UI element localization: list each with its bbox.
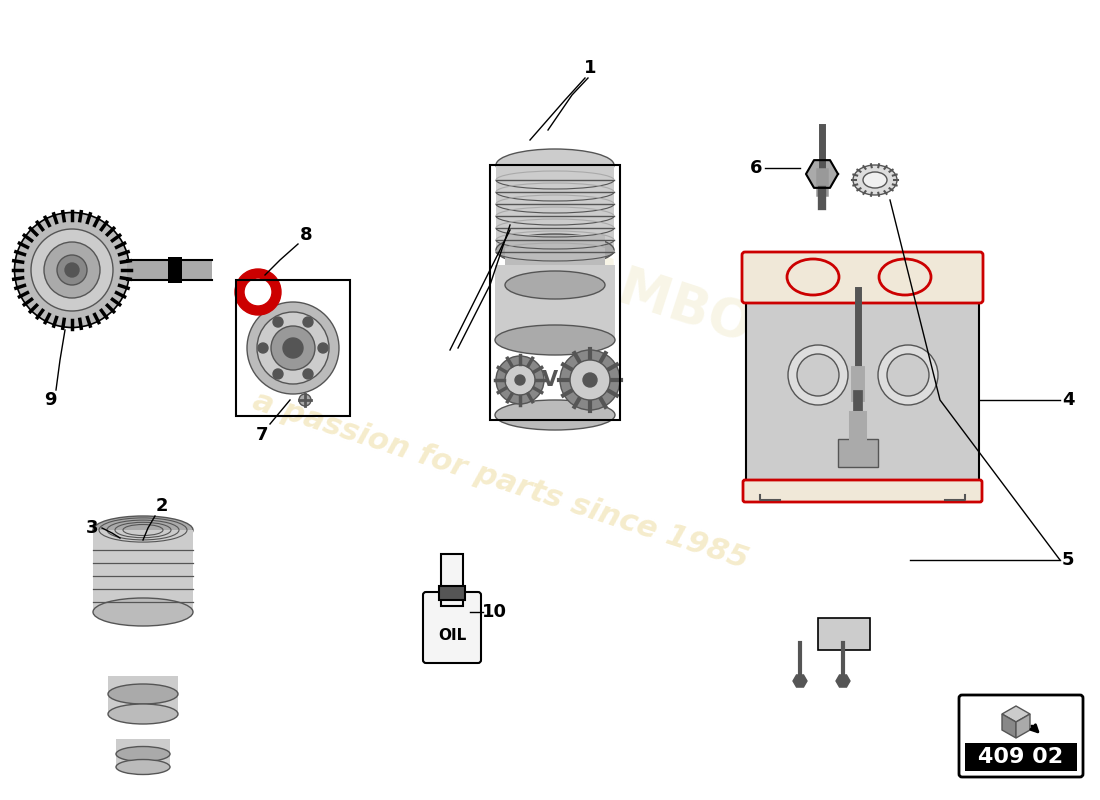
Text: 9: 9 [44,391,56,409]
Ellipse shape [257,312,329,384]
Ellipse shape [788,345,848,405]
FancyBboxPatch shape [959,695,1084,777]
Ellipse shape [505,271,605,299]
Ellipse shape [57,255,87,285]
Bar [490,165,620,420]
Ellipse shape [495,325,615,355]
Text: 10: 10 [482,603,506,621]
FancyBboxPatch shape [424,592,481,663]
Bar [126,260,212,280]
Text: 7: 7 [255,426,268,444]
Bar [236,280,350,416]
Circle shape [496,356,544,404]
Ellipse shape [108,684,178,704]
Wedge shape [235,269,280,315]
Bar [116,739,170,767]
Ellipse shape [116,759,170,774]
Circle shape [583,373,597,387]
Polygon shape [1002,706,1030,722]
FancyBboxPatch shape [742,252,983,303]
Ellipse shape [283,338,302,358]
Ellipse shape [271,326,315,370]
Ellipse shape [31,229,113,311]
Ellipse shape [887,354,929,396]
Text: V: V [542,370,558,390]
Bar [495,265,615,340]
Circle shape [299,394,311,406]
Ellipse shape [248,302,339,394]
Ellipse shape [94,598,192,626]
Ellipse shape [65,263,79,277]
Circle shape [273,317,283,327]
Text: 409 02: 409 02 [978,747,1064,767]
Bar [818,618,870,650]
Bar [108,676,178,714]
Text: 3: 3 [86,519,98,537]
Text: 8: 8 [299,226,312,244]
Ellipse shape [14,213,130,327]
Bar [505,235,605,285]
FancyBboxPatch shape [746,281,979,499]
FancyBboxPatch shape [742,480,982,502]
Polygon shape [806,160,838,188]
Ellipse shape [786,259,839,295]
Ellipse shape [108,704,178,724]
Circle shape [302,317,313,327]
Text: OIL: OIL [438,629,466,643]
Text: 2: 2 [156,497,168,515]
Ellipse shape [879,259,931,295]
Ellipse shape [496,234,614,266]
Bar [838,439,878,467]
Ellipse shape [44,242,100,298]
Polygon shape [793,675,807,687]
Bar [168,257,182,283]
Ellipse shape [852,165,896,195]
Circle shape [570,360,611,400]
Text: 1: 1 [584,59,596,77]
Bar [496,165,614,250]
Circle shape [273,369,283,379]
Ellipse shape [878,345,938,405]
Text: 5: 5 [1062,551,1075,569]
Bar [441,554,463,606]
Circle shape [302,369,313,379]
Bar [94,530,192,612]
Bar [439,586,465,600]
Ellipse shape [116,746,170,762]
Ellipse shape [798,354,839,396]
Polygon shape [1016,714,1030,738]
Text: 6: 6 [750,159,762,177]
Circle shape [560,350,620,410]
Bar [965,743,1077,771]
Text: 4: 4 [1062,391,1075,409]
Ellipse shape [94,516,192,544]
Ellipse shape [496,149,614,181]
Circle shape [258,343,268,353]
Circle shape [318,343,328,353]
Polygon shape [836,675,850,687]
Text: a passion for parts since 1985: a passion for parts since 1985 [249,386,751,574]
Circle shape [515,375,525,385]
Text: LAMBORGHINI: LAMBORGHINI [540,240,959,420]
Polygon shape [1002,714,1016,738]
Ellipse shape [864,172,887,188]
Circle shape [505,365,535,395]
Ellipse shape [495,400,615,430]
